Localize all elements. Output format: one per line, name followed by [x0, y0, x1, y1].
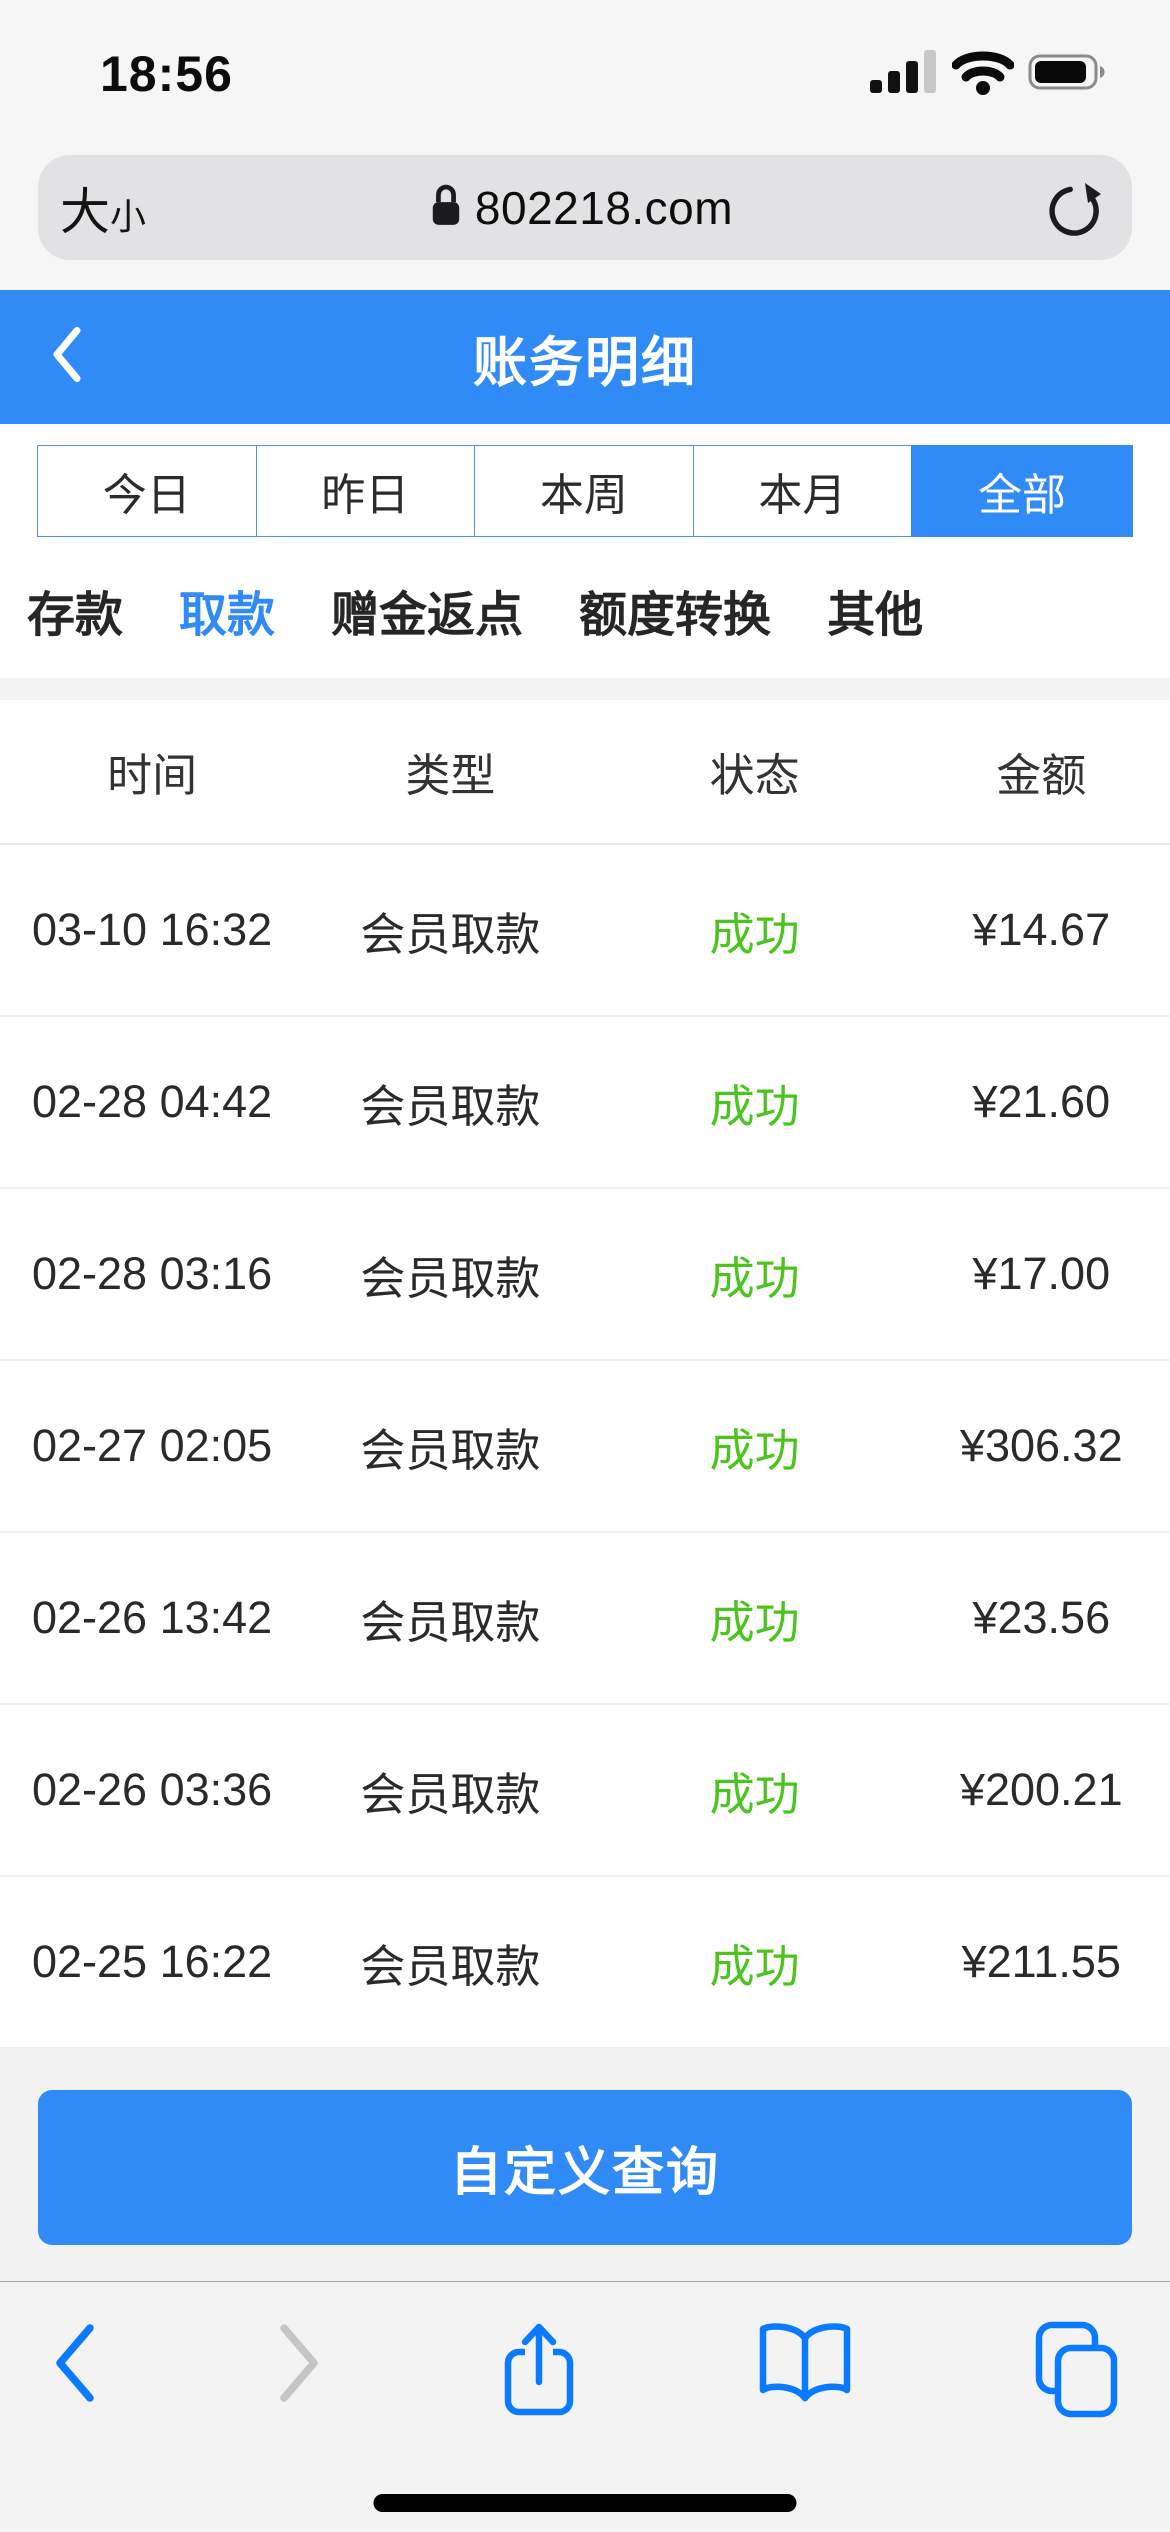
column-header-type: 类型 [405, 750, 496, 801]
cell-status: 成功 [709, 1252, 800, 1304]
cell-type: 会员取款 [360, 1768, 541, 1820]
cell-type: 会员取款 [360, 1252, 541, 1304]
browser-back-button[interactable] [52, 2320, 98, 2406]
text-size-small-label: 小 [110, 195, 147, 237]
category-tab-withdrawal[interactable]: 取款 [179, 589, 276, 642]
cell-status: 成功 [709, 1424, 800, 1476]
date-tab-label: 昨日 [321, 471, 410, 520]
browser-forward-button[interactable] [276, 2320, 322, 2406]
home-indicator[interactable] [373, 2494, 797, 2512]
custom-query-button[interactable]: 自定义查询 [38, 2090, 1132, 2245]
cell-amount: ¥200.21 [959, 1764, 1123, 1815]
date-tab-label: 全部 [978, 471, 1067, 520]
refresh-button[interactable] [952, 177, 1102, 239]
text-size-large-label: 大 [60, 183, 110, 240]
cell-time: 02-26 03:36 [31, 1764, 273, 1815]
url-display[interactable]: 802218.com [210, 181, 952, 235]
date-tab-yesterday[interactable]: 昨日 [256, 446, 476, 536]
text-size-button[interactable]: 大 小 [60, 172, 210, 244]
status-bar: 18:56 [0, 0, 1170, 130]
category-tab-bonus-rebate[interactable]: 赠金返点 [331, 589, 524, 642]
cell-amount: ¥211.55 [961, 1936, 1121, 1987]
chevron-right-icon [280, 2324, 318, 2402]
footer-area: 自定义查询 [0, 2049, 1170, 2282]
date-tab-this-week[interactable]: 本周 [475, 446, 694, 536]
url-pill[interactable]: 大 小 802218.com [38, 155, 1132, 260]
chevron-left-icon [53, 327, 81, 382]
cellular-signal-icon [870, 49, 938, 99]
category-tab-other[interactable]: 其他 [827, 589, 924, 642]
table-header: 时间 类型 状态 金额 [0, 700, 1170, 845]
address-bar-row: 大 小 802218.com [0, 130, 1170, 290]
spacer [0, 655, 1170, 678]
table-row: 02-28 04:42 会员取款 成功 ¥21.60 [0, 1017, 1170, 1189]
cell-amount: ¥17.00 [972, 1248, 1111, 1299]
date-tab-label: 本周 [539, 471, 628, 520]
divider-strip [0, 678, 1170, 700]
date-tab-this-month[interactable]: 本月 [693, 446, 913, 536]
cell-status: 成功 [709, 1596, 800, 1648]
table-row: 03-10 16:32 会员取款 成功 ¥14.67 [0, 845, 1170, 1017]
cell-status: 成功 [709, 1768, 800, 1820]
battery-icon [1028, 52, 1108, 97]
cell-amount: ¥14.67 [972, 904, 1111, 955]
date-tab-today[interactable]: 今日 [38, 446, 257, 536]
tabs-button[interactable] [1032, 2320, 1122, 2420]
cell-type: 会员取款 [360, 1940, 541, 1992]
table-row: 02-28 03:16 会员取款 成功 ¥17.00 [0, 1189, 1170, 1361]
cell-status: 成功 [709, 1080, 800, 1132]
date-filter-bar: 今日 昨日 本周 本月 全部 [37, 445, 1133, 537]
date-tab-label: 今日 [102, 471, 191, 520]
bookmarks-button[interactable] [756, 2320, 854, 2410]
wifi-icon [951, 49, 1015, 100]
table-row: 02-26 03:36 会员取款 成功 ¥200.21 [0, 1705, 1170, 1877]
cell-time: 02-27 02:05 [31, 1420, 273, 1471]
cell-type: 会员取款 [360, 1080, 541, 1132]
tabs-icon [1035, 2321, 1118, 2418]
column-header-time: 时间 [107, 750, 198, 801]
share-icon [504, 2323, 574, 2416]
cell-type: 会员取款 [360, 1424, 541, 1476]
cell-status: 成功 [709, 908, 800, 960]
status-icons [870, 49, 1108, 100]
table-row: 02-25 16:22 会员取款 成功 ¥211.55 [0, 1877, 1170, 2049]
chevron-left-icon [56, 2324, 94, 2402]
status-time: 18:56 [100, 46, 233, 102]
cell-time: 03-10 16:32 [31, 904, 273, 955]
date-tab-all[interactable]: 全部 [911, 445, 1133, 537]
cell-time: 02-26 13:42 [31, 1592, 273, 1643]
spacer [0, 537, 1170, 565]
table-row: 02-27 02:05 会员取款 成功 ¥306.32 [0, 1361, 1170, 1533]
cell-amount: ¥21.60 [972, 1076, 1111, 1127]
cell-time: 02-28 04:42 [31, 1076, 273, 1127]
category-tab-bar: 存款 取款 赠金返点 额度转换 其他 [0, 565, 1170, 655]
open-book-icon [759, 2323, 851, 2402]
column-header-status: 状态 [709, 750, 800, 801]
refresh-icon [1049, 182, 1101, 236]
cell-time: 02-28 03:16 [31, 1248, 273, 1299]
table-row: 02-26 13:42 会员取款 成功 ¥23.56 [0, 1533, 1170, 1705]
column-header-amount: 金额 [996, 750, 1087, 801]
app-header: 账务明细 [0, 290, 1170, 424]
cell-type: 会员取款 [360, 908, 541, 960]
cell-amount: ¥23.56 [972, 1592, 1111, 1643]
category-tab-deposit[interactable]: 存款 [27, 589, 124, 642]
lock-icon [429, 182, 463, 233]
cell-type: 会员取款 [360, 1596, 541, 1648]
back-button[interactable] [52, 327, 82, 388]
spacer [0, 424, 1170, 445]
safari-toolbar [0, 2282, 1170, 2532]
cell-time: 02-25 16:22 [31, 1936, 273, 1987]
url-text: 802218.com [474, 181, 734, 234]
date-tab-label: 本月 [758, 471, 847, 520]
cell-status: 成功 [709, 1940, 800, 1992]
share-button[interactable] [500, 2320, 578, 2420]
cell-amount: ¥306.32 [959, 1420, 1123, 1471]
page-title: 账务明细 [473, 332, 697, 393]
category-tab-quota-transfer[interactable]: 额度转换 [579, 589, 772, 642]
